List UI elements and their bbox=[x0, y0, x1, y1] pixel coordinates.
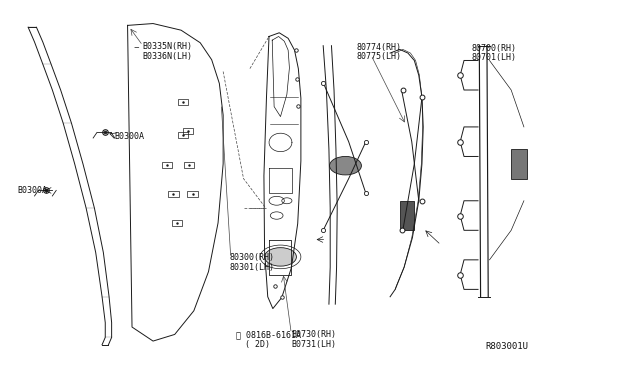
Circle shape bbox=[330, 157, 362, 175]
Text: B0335N(RH): B0335N(RH) bbox=[143, 42, 193, 51]
Circle shape bbox=[264, 248, 296, 266]
Text: Ⓑ 0816B-6161A: Ⓑ 0816B-6161A bbox=[236, 330, 301, 339]
Text: R803001U: R803001U bbox=[486, 342, 529, 351]
Text: B0730(RH): B0730(RH) bbox=[291, 330, 337, 339]
Text: ( 2D): ( 2D) bbox=[245, 340, 270, 349]
Text: 80701(LH): 80701(LH) bbox=[472, 53, 516, 62]
Polygon shape bbox=[511, 149, 527, 179]
Text: 80301(LH): 80301(LH) bbox=[230, 263, 275, 272]
Text: 80775(LH): 80775(LH) bbox=[356, 52, 401, 61]
Text: 80774(RH): 80774(RH) bbox=[356, 43, 401, 52]
Text: 80300(RH): 80300(RH) bbox=[230, 253, 275, 263]
Text: B0300A: B0300A bbox=[115, 132, 145, 141]
Text: B0300A: B0300A bbox=[17, 186, 47, 195]
Text: 80700(RH): 80700(RH) bbox=[472, 44, 516, 53]
Text: B0731(LH): B0731(LH) bbox=[291, 340, 337, 349]
Polygon shape bbox=[399, 201, 414, 230]
Text: B0336N(LH): B0336N(LH) bbox=[143, 52, 193, 61]
